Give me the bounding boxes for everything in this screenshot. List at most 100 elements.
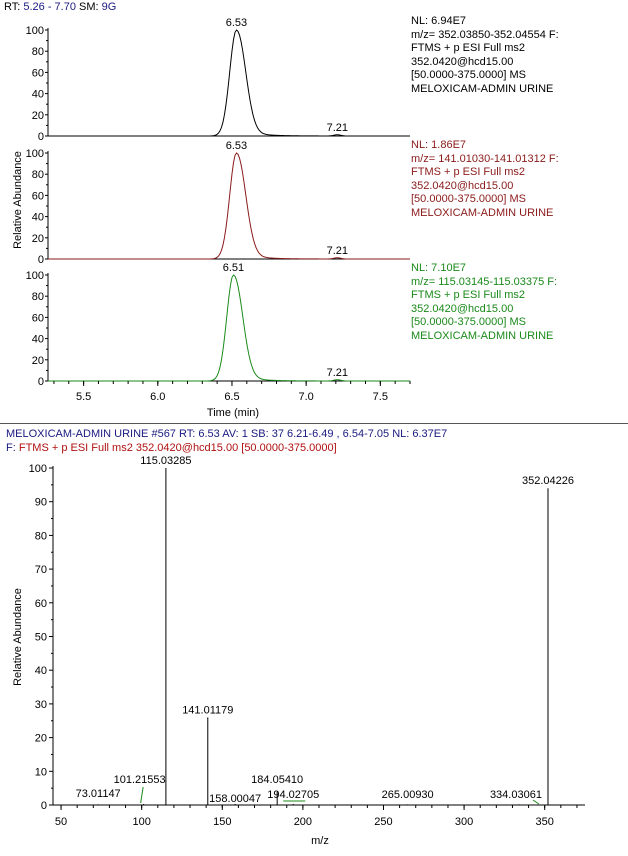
spectrum-peak-label: 352.04226: [522, 475, 574, 487]
chrom2-nl: NL: 1.86E7: [411, 139, 467, 151]
spectrum-panel: 0 10 20 30 40 50 60 70 80 90 100 50 100 150 200 250 300 3…: [12, 455, 585, 847]
spectrum-x-tick-label: 150: [213, 816, 231, 828]
spectrum-peak-label: 158.00047: [209, 793, 261, 805]
chrom-x-tick-label: 5.5: [76, 391, 91, 403]
spectrum-x-tick-label: 350: [536, 816, 554, 828]
chrom2-scan: FTMS + p ESI Full ms2: [411, 166, 525, 179]
chrom2-y-tick-label: 40: [32, 212, 44, 224]
chrom2-trace: [48, 152, 410, 260]
leader-line: [532, 799, 540, 805]
spectrum-peak-label: 194.02705: [267, 789, 319, 801]
chrom2-range: [50.0000-375.0000] MS: [411, 193, 526, 206]
sm-label: SM:: [79, 1, 99, 13]
spectrum-x-tick-label: 50: [55, 816, 67, 828]
chrom2-precursor: 352.0420@hcd15.00: [411, 179, 514, 192]
spectrum-header-line1: MELOXICAM-ADMIN URINE #567 RT: 6.53 AV: …: [6, 428, 448, 440]
spectrum-y-tick-label: 70: [35, 564, 47, 576]
chrom3-y-tick-label: 80: [32, 291, 44, 303]
filter-prefix: F:: [6, 442, 16, 454]
spectrum-peak-label: 265.00930: [382, 789, 434, 801]
spectrum-peak-label: 73.01147: [76, 788, 121, 800]
spectrum-x-tick-label: 100: [132, 816, 150, 828]
chrom1-y-tick-label: 40: [32, 89, 44, 101]
spectrum-peak-label: 334.03061: [490, 789, 542, 801]
chrom2-y-tick-label: 100: [26, 148, 44, 160]
chrom1-minor-peak-label: 7.21: [327, 122, 348, 134]
chromatogram-panels: 0 20 40 60 80 100 6.53 7.21 0 20 40 60 80 100 6.53 7.21…: [12, 17, 411, 419]
chrom3-scan: FTMS + p ESI Full ms2: [411, 289, 525, 302]
chrom3-precursor: 352.0420@hcd15.00: [411, 302, 514, 315]
spectrum-y-tick-label: 20: [35, 733, 47, 745]
chrom2-y-tick-label: 0: [38, 254, 44, 266]
chrom2-minor-peak-label: 7.21: [327, 245, 348, 257]
chrom1-trace: [48, 29, 410, 137]
chrom3-trace: [48, 274, 410, 382]
spectrum-y-axis-title: Relative Abundance: [12, 588, 24, 686]
chrom2-mz: m/z= 141.01030-141.01312 F:: [411, 152, 559, 165]
chrom3-y-tick-label: 40: [32, 334, 44, 346]
spectrum-y-tick-label: 100: [29, 463, 47, 475]
chrom2-y-tick-label: 20: [32, 233, 44, 245]
spectrum-y-tick-label: 80: [35, 530, 47, 542]
chrom3-y-tick-label: 60: [32, 312, 44, 324]
spectrum-peak-label: 101.21553: [114, 774, 166, 786]
spectrum-y-tick-label: 90: [35, 497, 47, 509]
spectrum-peak-label: 141.01179: [182, 704, 233, 716]
chrom-x-tick-label: 6.0: [150, 391, 165, 403]
chrom3-peak-label: 6.51: [223, 262, 244, 274]
chrom1-mz: m/z= 352.03850-352.04554 F:: [411, 28, 559, 41]
leader-line: [140, 786, 144, 804]
spectrum-y-tick-label: 50: [35, 632, 47, 644]
spectrum-x-tick-label: 200: [294, 816, 312, 828]
spectrum-x-axis-title: m/z: [311, 835, 329, 847]
chrom-x-axis-title: Time (min): [207, 407, 259, 419]
chrom2-y-tick-label: 60: [32, 190, 44, 202]
chrom1-y-tick-label: 20: [32, 110, 44, 122]
spectrum-header-line2: F: FTMS + p ESI Full ms2 352.0420@hcd15.…: [6, 442, 337, 455]
spectrum-y-tick-label: 40: [35, 665, 47, 677]
chrom-x-tick-label: 7.5: [373, 391, 388, 403]
spectrum-peak-label: 184.05410: [251, 774, 303, 786]
chrom1-scan: FTMS + p ESI Full ms2: [411, 42, 525, 55]
spectrum-peak-label: 115.03285: [140, 455, 191, 467]
chrom1-nl: NL: 6.94E7: [411, 15, 467, 27]
panel-divider: [0, 423, 628, 424]
rt-header: RT: 5.26 - 7.70 SM: 9G: [4, 1, 116, 14]
sm-value: 9G: [101, 1, 117, 13]
chrom2-peak-label: 6.53: [226, 140, 247, 152]
chrom3-mz: m/z= 115.03145-115.03375 F:: [411, 275, 558, 288]
chrom2-y-tick-label: 80: [32, 169, 44, 181]
chrom1-y-tick-label: 100: [26, 25, 44, 37]
chrom3-y-tick-label: 100: [26, 270, 44, 282]
spectrum-x-tick-label: 250: [374, 816, 392, 828]
spectrum-y-tick-label: 0: [41, 800, 47, 812]
spectrum-y-tick-label: 60: [35, 598, 47, 610]
spectrum-y-tick-label: 30: [35, 699, 47, 711]
chrom3-range: [50.0000-375.0000] MS: [411, 316, 526, 329]
chrom1-y-tick-label: 0: [38, 131, 44, 143]
rt-label: RT:: [4, 1, 21, 13]
spectrum-x-tick-label: 300: [455, 816, 473, 828]
chrom3-y-tick-label: 0: [38, 376, 44, 388]
chrom1-precursor: 352.0420@hcd15.00: [411, 55, 514, 68]
chrom-x-tick-label: 6.5: [224, 391, 239, 403]
chrom1-range: [50.0000-375.0000] MS: [411, 69, 526, 82]
spectrum-y-tick-label: 10: [35, 766, 47, 778]
chrom1-sample: MELOXICAM-ADMIN URINE: [411, 82, 554, 95]
chrom3-minor-peak-label: 7.21: [327, 367, 348, 379]
chrom3-sample: MELOXICAM-ADMIN URINE: [411, 329, 554, 342]
chrom1-y-tick-label: 60: [32, 67, 44, 79]
chrom2-info: NL: 1.86E7 m/z= 141.01030-141.01312 F: F…: [411, 139, 626, 221]
filter-text: FTMS + p ESI Full ms2 352.0420@hcd15.00 …: [18, 442, 337, 454]
chrom1-peak-label: 6.53: [226, 17, 247, 29]
chrom-x-tick-label: 7.0: [298, 391, 313, 403]
chrom1-y-tick-label: 80: [32, 46, 44, 58]
rt-range: 5.26 - 7.70: [23, 1, 76, 13]
chrom3-info: NL: 7.10E7 m/z= 115.03145-115.03375 F: F…: [411, 262, 626, 344]
chrom2-sample: MELOXICAM-ADMIN URINE: [411, 206, 554, 219]
chrom1-info: NL: 6.94E7 m/z= 352.03850-352.04554 F: F…: [411, 15, 626, 97]
chrom3-nl: NL: 7.10E7: [411, 262, 467, 274]
chrom-y-axis-title: Relative Abundance: [12, 151, 24, 249]
chrom3-y-tick-label: 20: [32, 355, 44, 367]
